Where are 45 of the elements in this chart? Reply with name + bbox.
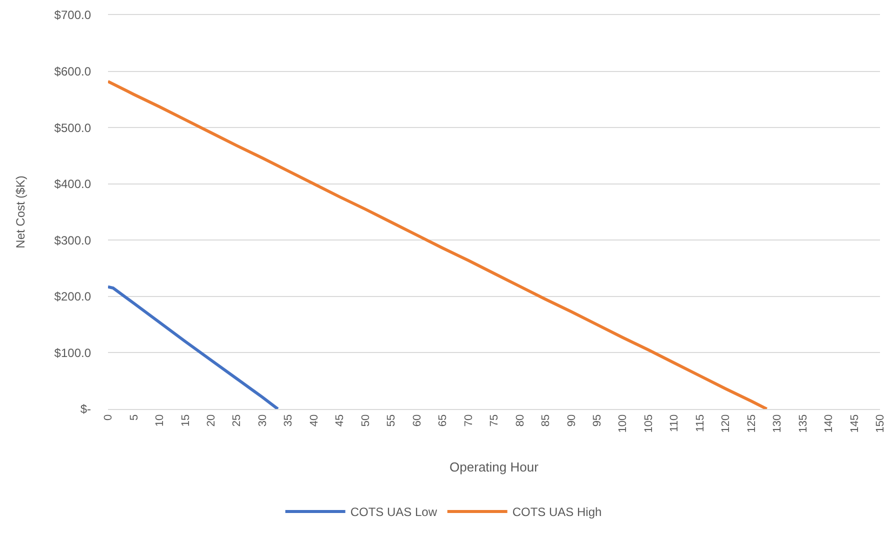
y-tick-label: $300.0 [54, 233, 92, 248]
x-tick-label: 60 [411, 414, 424, 427]
x-tick-label: 140 [823, 414, 836, 433]
y-tick-label: $200.0 [54, 290, 92, 304]
x-tick-label: 90 [566, 414, 578, 427]
line-series [108, 80, 768, 409]
x-tick-label: 100 [617, 414, 630, 433]
x-tick-label: 145 [848, 414, 861, 433]
x-tick-label: 25 [231, 414, 244, 427]
y-axis-title: Net Cost ($K) [14, 176, 28, 248]
y-tick-label: $400.0 [54, 177, 92, 192]
x-tick-label: 50 [360, 414, 372, 427]
x-tick-label: 80 [514, 414, 526, 427]
line-series [108, 285, 280, 409]
x-tick-label: 35 [282, 414, 295, 427]
y-tick-label: $- [80, 402, 91, 416]
x-axis-title: Operating Hour [450, 459, 540, 474]
y-tick-label: $600.0 [54, 64, 92, 78]
x-tick-label: 30 [256, 414, 269, 427]
x-tick-label: 70 [462, 414, 475, 427]
x-tick-label: 85 [540, 414, 552, 427]
x-tick-label: 10 [154, 414, 166, 427]
y-tick-label: $700.0 [54, 8, 92, 22]
x-tick-label: 5 [128, 414, 140, 421]
x-tick-label: 75 [488, 414, 501, 427]
x-tick-label: 95 [592, 414, 604, 427]
x-tick-label: 45 [334, 414, 346, 427]
x-tick-label: 135 [797, 414, 810, 433]
legend-label: COTS UAS High [512, 505, 602, 520]
x-tick-label: 15 [180, 414, 192, 427]
x-tick-label: 130 [772, 414, 784, 433]
x-tick-label: 55 [386, 414, 398, 427]
x-tick-label: 20 [206, 414, 218, 427]
x-tick-label: 0 [102, 414, 115, 421]
x-tick-label: 115 [694, 414, 706, 432]
x-tick-label: 120 [720, 414, 732, 433]
x-tick-label: 105 [642, 414, 655, 433]
x-tick-label: 65 [437, 414, 450, 427]
legend-label: COTS UAS Low [350, 505, 438, 520]
y-tick-label: $500.0 [54, 120, 92, 135]
x-tick-label: 40 [308, 414, 320, 427]
x-tick-label: 110 [668, 414, 681, 432]
x-tick-label: 150 [874, 414, 887, 433]
x-tick-label: 125 [746, 414, 758, 433]
y-tick-label: $100.0 [54, 346, 92, 360]
